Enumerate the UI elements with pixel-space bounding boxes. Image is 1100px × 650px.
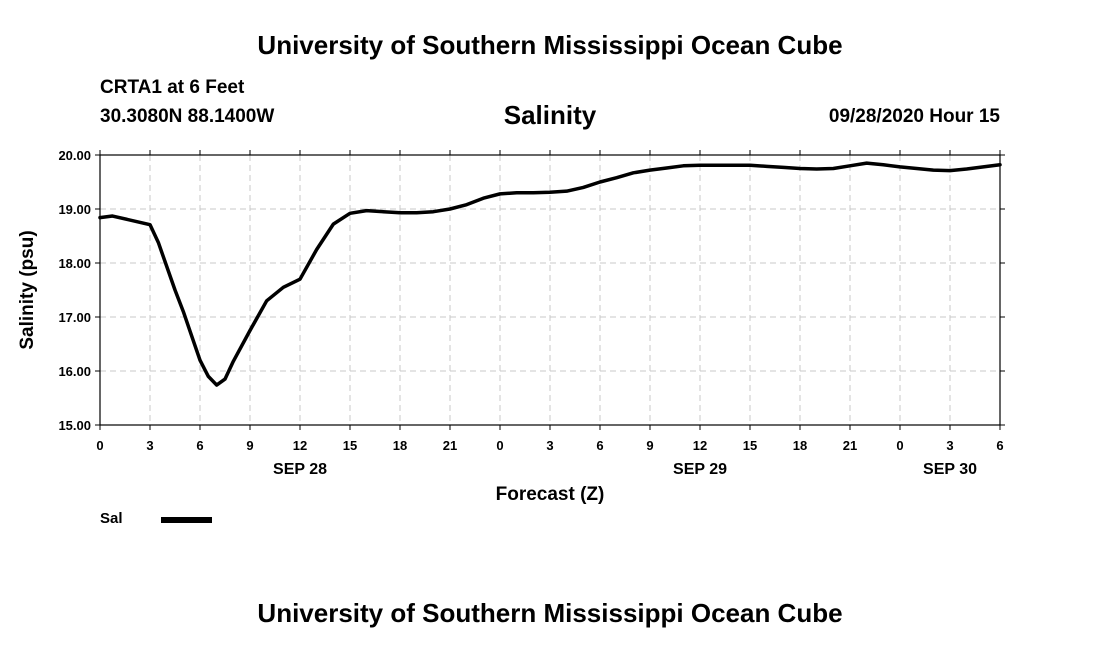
y-tick-label: 20.00 (58, 148, 91, 163)
x-tick-label: 12 (293, 438, 307, 453)
y-axis-title: Salinity (psu) (17, 230, 38, 349)
y-tick-label: 18.00 (58, 256, 91, 271)
chart-title: Salinity (503, 100, 597, 130)
forecast-datetime: 09/28/2020 Hour 15 (828, 106, 1000, 127)
date-label: SEP 28 (273, 461, 327, 478)
x-tick-label: 3 (146, 438, 153, 453)
x-tick-label: 12 (693, 438, 707, 453)
date-label: SEP 29 (673, 461, 727, 478)
y-tick-label: 15.00 (58, 418, 91, 433)
x-tick-label: 0 (96, 438, 103, 453)
x-tick-label: 9 (646, 438, 653, 453)
x-tick-label: 9 (246, 438, 253, 453)
date-label: SEP 30 (923, 461, 977, 478)
legend-label: Sal (100, 510, 123, 527)
x-tick-label: 18 (393, 438, 407, 453)
x-tick-label: 6 (596, 438, 603, 453)
y-tick-label: 19.00 (58, 202, 91, 217)
x-tick-label: 21 (843, 438, 857, 453)
x-tick-label: 21 (443, 438, 457, 453)
x-tick-label: 3 (546, 438, 553, 453)
legend-swatch (161, 517, 212, 523)
page-title: University of Southern Mississippi Ocean… (257, 30, 843, 60)
station-name: CRTA1 at 6 Feet (100, 77, 245, 98)
x-tick-label: 15 (743, 438, 757, 453)
series-line-sal (98, 161, 1002, 387)
y-tick-label: 17.00 (58, 310, 91, 325)
y-tick-label: 16.00 (58, 364, 91, 379)
x-tick-label: 0 (496, 438, 503, 453)
footer-title: University of Southern Mississippi Ocean… (257, 598, 843, 628)
x-tick-label: 0 (896, 438, 903, 453)
x-tick-label: 6 (996, 438, 1003, 453)
x-tick-label: 3 (946, 438, 953, 453)
x-tick-label: 15 (343, 438, 357, 453)
chart-grid (100, 155, 1000, 425)
x-tick-label: 6 (196, 438, 203, 453)
x-tick-label: 18 (793, 438, 807, 453)
station-coordinates: 30.3080N 88.1400W (100, 106, 275, 127)
x-axis-title: Forecast (Z) (496, 484, 605, 505)
